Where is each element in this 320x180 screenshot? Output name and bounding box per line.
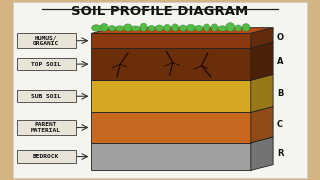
Bar (92, 33, 251, 48)
Ellipse shape (203, 24, 210, 31)
Ellipse shape (164, 24, 171, 31)
FancyBboxPatch shape (17, 120, 76, 135)
Ellipse shape (242, 24, 250, 31)
Text: B: B (277, 89, 283, 98)
Ellipse shape (140, 23, 147, 31)
Polygon shape (92, 75, 273, 80)
Ellipse shape (100, 23, 108, 31)
Polygon shape (92, 28, 273, 33)
Text: TOP SOIL: TOP SOIL (31, 62, 61, 67)
Text: C: C (277, 120, 283, 129)
FancyBboxPatch shape (17, 150, 76, 163)
Ellipse shape (108, 25, 116, 31)
Ellipse shape (195, 25, 203, 31)
Ellipse shape (155, 25, 163, 31)
Bar (92, 80, 251, 112)
Text: BEDROCK: BEDROCK (33, 154, 59, 159)
Ellipse shape (226, 23, 235, 31)
Bar (92, 143, 251, 170)
FancyBboxPatch shape (17, 33, 76, 48)
Ellipse shape (172, 24, 179, 31)
Ellipse shape (148, 25, 155, 31)
FancyBboxPatch shape (17, 90, 76, 102)
Text: O: O (277, 33, 284, 42)
Bar (92, 112, 251, 143)
Text: A: A (277, 57, 284, 66)
Bar (92, 48, 251, 80)
Polygon shape (92, 137, 273, 143)
FancyBboxPatch shape (17, 58, 76, 70)
Text: SUB SOIL: SUB SOIL (31, 94, 61, 99)
Text: R: R (277, 149, 284, 158)
Polygon shape (251, 107, 273, 143)
Text: SOIL PROFILE DIAGRAM: SOIL PROFILE DIAGRAM (71, 5, 249, 18)
Ellipse shape (179, 25, 187, 31)
Ellipse shape (131, 26, 140, 31)
Ellipse shape (115, 26, 124, 31)
Polygon shape (92, 42, 273, 48)
Polygon shape (251, 28, 273, 48)
Ellipse shape (218, 26, 227, 31)
Polygon shape (251, 42, 273, 80)
Ellipse shape (92, 25, 101, 31)
Ellipse shape (124, 24, 132, 31)
Ellipse shape (187, 24, 195, 31)
Polygon shape (92, 107, 273, 112)
Ellipse shape (211, 24, 218, 31)
Text: HUMUS/
ORGANIC: HUMUS/ ORGANIC (33, 35, 59, 46)
Ellipse shape (235, 25, 242, 31)
Polygon shape (251, 75, 273, 112)
Polygon shape (251, 137, 273, 170)
Text: PARENT
MATERIAL: PARENT MATERIAL (31, 122, 61, 133)
